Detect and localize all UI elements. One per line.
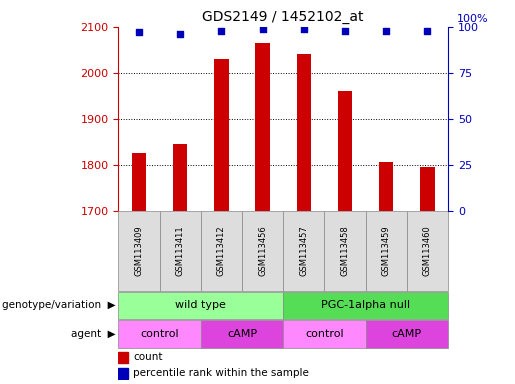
Text: wild type: wild type [176,301,226,311]
FancyBboxPatch shape [324,211,366,291]
Text: control: control [305,329,344,339]
Bar [338,91,352,211]
Title: GDS2149 / 1452102_at: GDS2149 / 1452102_at [202,10,364,25]
FancyBboxPatch shape [201,211,242,291]
Text: count: count [133,353,163,362]
Text: GSM113458: GSM113458 [340,225,350,276]
Bar [420,167,435,211]
Point [217,28,226,34]
Text: 100%: 100% [456,14,488,24]
Point [135,29,143,35]
Text: GSM113411: GSM113411 [176,225,185,276]
FancyBboxPatch shape [283,211,324,291]
Bar [379,162,393,211]
Point [176,31,184,37]
Bar [173,144,187,211]
Point [300,26,308,32]
Text: GSM113456: GSM113456 [258,225,267,276]
Text: genotype/variation  ▶: genotype/variation ▶ [2,301,115,311]
Point [423,28,432,34]
FancyBboxPatch shape [118,292,283,319]
Text: GSM113412: GSM113412 [217,225,226,276]
FancyBboxPatch shape [366,320,448,348]
Bar [132,153,146,211]
FancyBboxPatch shape [283,320,366,348]
Text: cAMP: cAMP [392,329,422,339]
Text: control: control [140,329,179,339]
Text: GSM113457: GSM113457 [299,225,308,276]
FancyBboxPatch shape [366,211,407,291]
Text: agent  ▶: agent ▶ [71,329,115,339]
FancyBboxPatch shape [407,211,448,291]
Text: GSM113460: GSM113460 [423,225,432,276]
FancyBboxPatch shape [118,320,201,348]
Text: percentile rank within the sample: percentile rank within the sample [133,368,309,378]
FancyBboxPatch shape [118,211,160,291]
Point [259,26,267,32]
FancyBboxPatch shape [283,292,448,319]
FancyBboxPatch shape [160,211,201,291]
Text: PGC-1alpha null: PGC-1alpha null [321,301,410,311]
FancyBboxPatch shape [201,320,283,348]
FancyBboxPatch shape [242,211,283,291]
Text: cAMP: cAMP [227,329,257,339]
Bar [255,43,270,211]
Bar [214,59,229,211]
Text: GSM113409: GSM113409 [134,225,144,276]
Bar [118,352,128,363]
Point [341,28,349,34]
Point [382,28,390,34]
Text: GSM113459: GSM113459 [382,225,391,276]
Bar [297,55,311,211]
Bar [118,367,128,379]
